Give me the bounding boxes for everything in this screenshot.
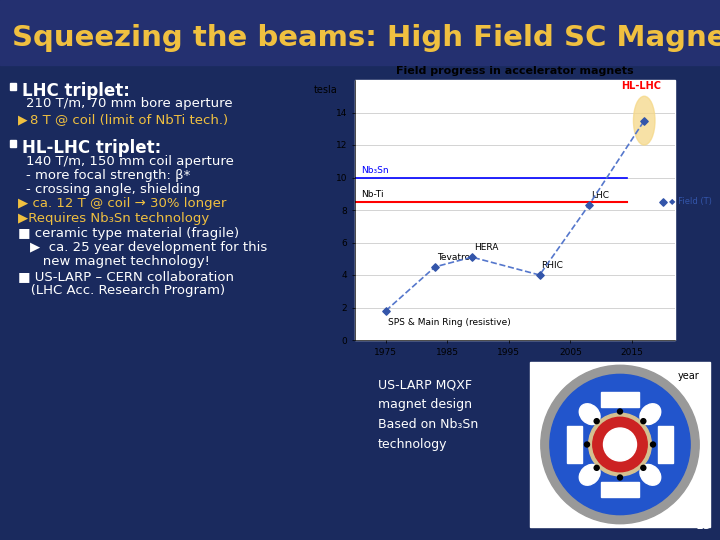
Text: ▶: ▶ xyxy=(18,113,27,126)
Ellipse shape xyxy=(640,464,661,485)
Bar xyxy=(0,0,720,65)
Point xyxy=(657,198,668,206)
Point xyxy=(429,262,441,271)
Text: ◆ Field (T): ◆ Field (T) xyxy=(669,198,712,206)
Ellipse shape xyxy=(634,96,655,145)
Bar xyxy=(530,362,710,527)
Circle shape xyxy=(550,374,690,515)
Circle shape xyxy=(541,365,699,524)
Text: (LHC Acc. Research Program): (LHC Acc. Research Program) xyxy=(18,284,225,297)
Circle shape xyxy=(641,418,646,424)
Text: 140 T/m, 150 mm coil aperture: 140 T/m, 150 mm coil aperture xyxy=(26,155,234,168)
Circle shape xyxy=(589,413,652,476)
Circle shape xyxy=(618,409,623,414)
Circle shape xyxy=(594,418,599,424)
Text: 8 T @ coil (limit of NbTi tech.): 8 T @ coil (limit of NbTi tech.) xyxy=(30,113,228,126)
Bar xyxy=(567,426,582,463)
Point xyxy=(466,253,477,261)
Point xyxy=(583,201,595,210)
Circle shape xyxy=(585,442,590,447)
Text: RHIC: RHIC xyxy=(541,261,563,270)
Text: HL-LHC triplet:: HL-LHC triplet: xyxy=(22,139,161,157)
Text: HERA: HERA xyxy=(474,243,498,252)
Ellipse shape xyxy=(580,464,600,485)
Circle shape xyxy=(618,475,623,480)
Text: SPS & Main Ring (resistive): SPS & Main Ring (resistive) xyxy=(387,318,510,327)
Text: Tevatron: Tevatron xyxy=(437,253,476,262)
Text: - more focal strength: β*: - more focal strength: β* xyxy=(26,169,190,182)
Text: - crossing angle, shielding: - crossing angle, shielding xyxy=(26,183,200,196)
Bar xyxy=(601,482,639,497)
Text: ■ ceramic type material (fragile): ■ ceramic type material (fragile) xyxy=(18,227,239,240)
Text: Squeezing the beams: High Field SC Magnets: Squeezing the beams: High Field SC Magne… xyxy=(12,24,720,52)
Text: new magnet technology!: new magnet technology! xyxy=(30,255,210,268)
Ellipse shape xyxy=(640,404,661,424)
Text: ▶ ca. 12 T @ coil → 30% longer: ▶ ca. 12 T @ coil → 30% longer xyxy=(18,197,226,210)
Bar xyxy=(10,83,16,90)
Text: tesla: tesla xyxy=(313,85,337,95)
Circle shape xyxy=(603,428,636,461)
Circle shape xyxy=(594,465,599,470)
Point xyxy=(534,271,545,279)
Point xyxy=(380,306,392,315)
Circle shape xyxy=(593,417,647,472)
Bar xyxy=(10,140,16,147)
Title: Field progress in accelerator magnets: Field progress in accelerator magnets xyxy=(396,66,634,77)
Text: year: year xyxy=(678,371,700,381)
Text: ▶Requires Nb₃Sn technology: ▶Requires Nb₃Sn technology xyxy=(18,212,210,225)
Text: ■ US-LARP – CERN collaboration: ■ US-LARP – CERN collaboration xyxy=(18,270,234,283)
Text: LHC triplet:: LHC triplet: xyxy=(22,82,130,100)
Circle shape xyxy=(650,442,655,447)
Text: 210 T/m, 70 mm bore aperture: 210 T/m, 70 mm bore aperture xyxy=(26,97,233,110)
Point xyxy=(639,116,650,125)
Bar xyxy=(601,392,639,407)
Text: US-LARP MQXF
magnet design
Based on Nb₃Sn
technology: US-LARP MQXF magnet design Based on Nb₃S… xyxy=(378,378,478,451)
Text: Nb₃Sn: Nb₃Sn xyxy=(361,166,389,175)
Bar xyxy=(355,80,675,340)
Bar xyxy=(658,426,672,463)
Text: Nb-Ti: Nb-Ti xyxy=(361,191,384,199)
Text: 15: 15 xyxy=(696,519,712,532)
Text: HL-LHC: HL-LHC xyxy=(621,82,661,91)
Ellipse shape xyxy=(580,404,600,424)
Text: ▶  ca. 25 year development for this: ▶ ca. 25 year development for this xyxy=(30,241,267,254)
Circle shape xyxy=(641,465,646,470)
Text: LHC: LHC xyxy=(590,191,608,200)
